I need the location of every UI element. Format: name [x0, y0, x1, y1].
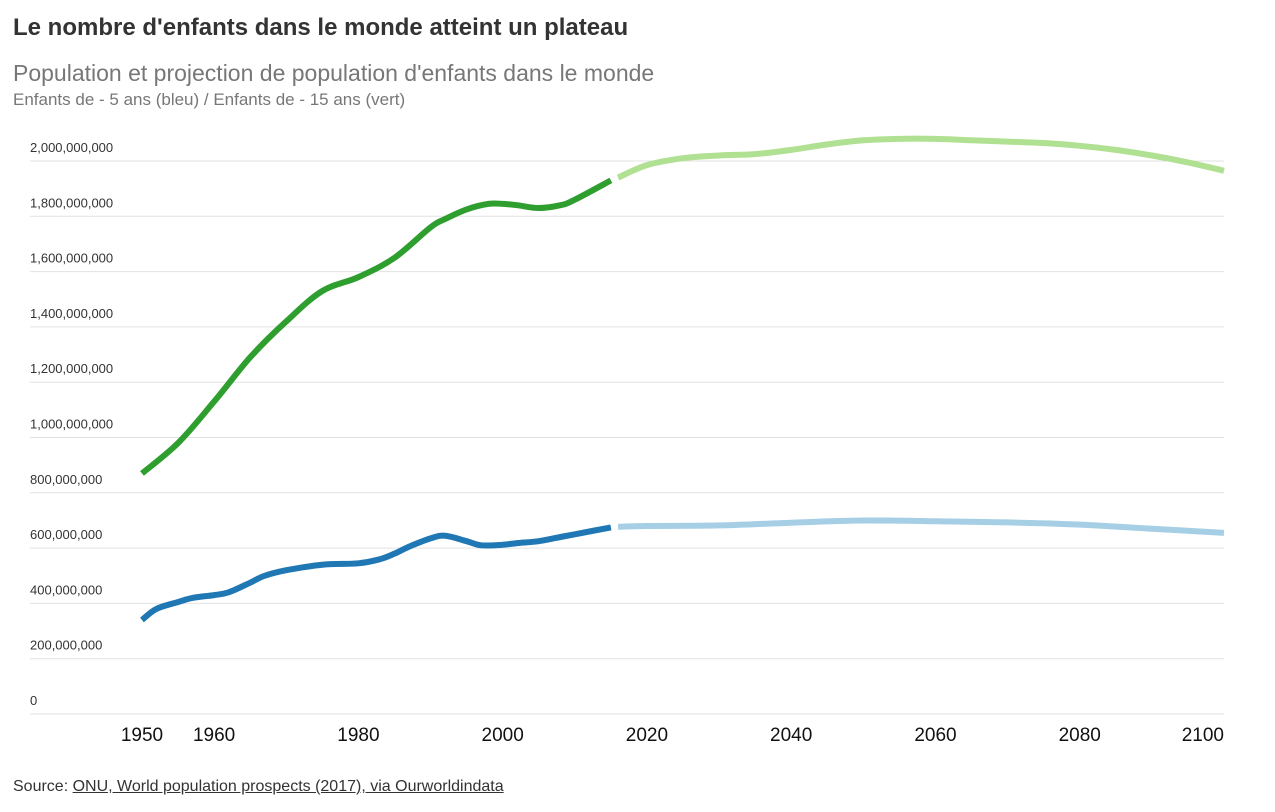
y-tick-label: 800,000,000 — [30, 472, 102, 487]
x-tick-label: 1980 — [337, 725, 379, 746]
y-tick-label: 600,000,000 — [30, 527, 102, 542]
series-note: Enfants de - 5 ans (bleu) / Enfants de -… — [13, 90, 406, 109]
x-tick-label: 1960 — [193, 725, 235, 746]
y-tick-label: 2,000,000,000 — [30, 140, 113, 155]
y-tick-label: 0 — [30, 693, 37, 708]
source-label: Source: — [13, 778, 73, 795]
line-chart: 0 200,000,000 400,000,000 600,000,000 800,00… — [30, 135, 1225, 746]
x-axis: 1950 1960 1980 2000 2020 2040 2060 2080 2100 — [121, 725, 1224, 746]
x-tick-label: 2020 — [626, 725, 668, 746]
x-tick-label: 2100 — [1182, 725, 1224, 746]
series-line-1 — [140, 177, 613, 476]
y-tick-label: 1,400,000,000 — [30, 306, 113, 321]
series-line-4 — [618, 517, 1225, 536]
grid-layer — [30, 160, 1224, 715]
chart-title: Le nombre d'enfants dans le monde attein… — [13, 14, 629, 41]
y-axis: 0 200,000,000 400,000,000 600,000,000 800,00… — [30, 140, 113, 708]
x-tick-label: 1950 — [121, 725, 163, 746]
x-tick-label: 2000 — [482, 725, 524, 746]
y-tick-label: 1,600,000,000 — [30, 251, 113, 266]
x-tick-label: 2080 — [1059, 725, 1101, 746]
y-tick-label: 1,200,000,000 — [30, 361, 113, 376]
series-line-3 — [140, 524, 612, 623]
x-tick-label: 2060 — [914, 725, 956, 746]
series-line-2 — [616, 135, 1225, 181]
x-tick-label: 2040 — [770, 725, 812, 746]
chart-subtitle: Population et projection de population d… — [13, 60, 655, 86]
source-link[interactable]: ONU, World population prospects (2017), … — [72, 778, 504, 795]
y-tick-label: 1,000,000,000 — [30, 417, 113, 432]
y-tick-label: 400,000,000 — [30, 582, 102, 597]
y-tick-label: 200,000,000 — [30, 638, 102, 653]
source-line: Source: ONU, World population prospects … — [13, 778, 504, 796]
y-tick-label: 1,800,000,000 — [30, 195, 113, 210]
series-layer — [140, 135, 1225, 623]
